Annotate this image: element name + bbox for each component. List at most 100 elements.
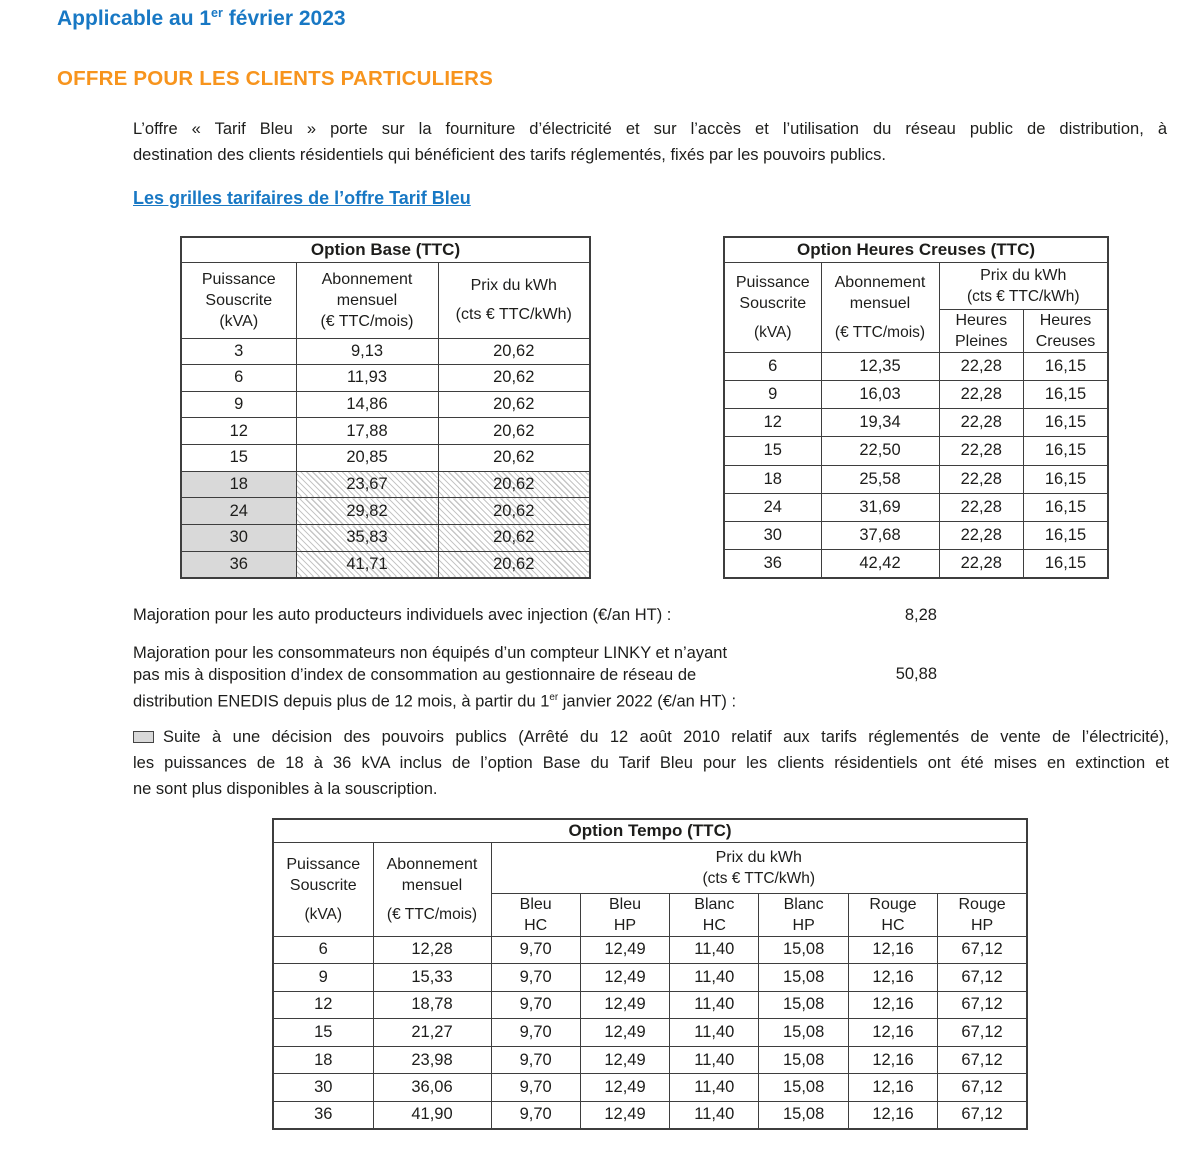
- table-row: 9 15,33 9,70 12,49 11,40 15,08 12,16 67,12: [272, 963, 1028, 992]
- table-cell: 12,16: [847, 963, 939, 992]
- notice-line: ne sont plus disponibles à la souscripti…: [133, 780, 438, 798]
- header-line: Bleu: [608, 895, 641, 913]
- table-cell: 41,71: [295, 550, 439, 579]
- table-cell: 67,12: [937, 1100, 1028, 1130]
- table-cell: 12: [180, 417, 297, 446]
- table-cell: 15: [272, 1018, 374, 1047]
- header-line: Heures: [1039, 311, 1092, 329]
- table-cell: 11,40: [669, 963, 760, 992]
- header-line: Puissance: [201, 270, 276, 288]
- table-row: 24 31,69 22,28 16,15: [723, 492, 1109, 523]
- table-cell: 67,12: [937, 1045, 1028, 1075]
- header-line: HC: [524, 916, 548, 934]
- column-header-rouge-hc: Rouge HC: [847, 892, 939, 937]
- header-line: Abonnement: [386, 855, 478, 873]
- table-cell: 67,12: [937, 935, 1028, 965]
- header-line: HC: [881, 916, 905, 934]
- table-cell: 18: [723, 464, 822, 494]
- table-cell: 30: [723, 520, 822, 551]
- table-cell: 35,83: [295, 524, 439, 552]
- table-cell: 11,40: [669, 935, 760, 965]
- header-line: [441, 296, 588, 304]
- option-base-table: Option Base (TTC) Puissance Souscrite (kVA…: [180, 236, 591, 579]
- column-header-puissance: Puissance Souscrite (kVA): [723, 261, 822, 353]
- table-cell: 20,62: [437, 550, 591, 579]
- column-group-prix-kwh: Prix du kWh (cts € TTC/kWh): [490, 841, 1028, 894]
- table-cell: 20,62: [437, 390, 591, 419]
- table-row: 6 11,93 20,62: [180, 364, 591, 392]
- table-cell: 11,40: [669, 1100, 760, 1130]
- header-line: Puissance: [735, 273, 810, 291]
- tariff-grids-link[interactable]: Les grilles tarifaires de l’offre Tarif …: [133, 188, 471, 208]
- table-cell: 15,08: [758, 1045, 849, 1075]
- table-cell: 20,62: [437, 364, 591, 392]
- table-cell: 67,12: [937, 990, 1028, 1020]
- table-cell: 22,28: [938, 407, 1024, 438]
- table-row: 6 12,28 9,70 12,49 11,40 15,08 12,16 67,12: [272, 935, 1028, 965]
- table-row: 30 36,06 9,70 12,49 11,40 15,08 12,16 67,12: [272, 1073, 1028, 1102]
- table-cell: 67,12: [937, 1018, 1028, 1047]
- table-cell: 9,13: [295, 337, 439, 366]
- table-cell: 22,28: [938, 492, 1024, 523]
- header-line: Souscrite: [739, 294, 807, 312]
- table-cell: 20,62: [437, 497, 591, 526]
- table-cell: 21,27: [372, 1018, 492, 1047]
- table-row: 18 23,67 20,62: [180, 470, 591, 499]
- table-cell: 15: [180, 444, 297, 472]
- table-cell: 18: [272, 1045, 374, 1075]
- header-line: (cts € TTC/kWh): [455, 306, 572, 323]
- table-title-hc: Option Heures Creuses (TTC): [723, 236, 1109, 263]
- table-cell: 12,49: [579, 935, 671, 965]
- table-cell: 24: [180, 497, 297, 526]
- option-heures-creuses-table: Option Heures Creuses (TTC) Puissance Sou…: [723, 236, 1109, 579]
- table-cell: 15,08: [758, 963, 849, 992]
- hc-table-body: 6 12,35 22,28 16,15 9 16,03 22,28 16,15 12 19,34 2…: [723, 351, 1109, 579]
- header-line: HC: [702, 916, 726, 934]
- table-row: 9 16,03 22,28 16,15: [723, 379, 1109, 410]
- header-line: Pleines: [955, 332, 1008, 350]
- linky-line3-prefix: distribution ENEDIS depuis plus de 12 mo…: [133, 692, 550, 711]
- table-cell: 25,58: [820, 464, 940, 494]
- linky-line3-superscript: er: [549, 691, 559, 703]
- table-cell: 15,08: [758, 990, 849, 1020]
- header-line: Puissance: [286, 855, 361, 873]
- table-cell: 12,16: [847, 1045, 939, 1075]
- table-cell: 9,70: [490, 1018, 581, 1047]
- table-cell: 37,68: [820, 520, 940, 551]
- date-heading: Applicable au 1er février 2023: [57, 6, 346, 31]
- majoration-injection-value: 8,28: [904, 606, 937, 624]
- notice-line: Suite à une décision des pouvoirs public…: [133, 724, 1169, 750]
- table-cell: 36: [723, 549, 822, 579]
- table-cell: 12,49: [579, 1018, 671, 1047]
- table-cell: 16,15: [1023, 520, 1109, 551]
- table-row: 18 23,98 9,70 12,49 11,40 15,08 12,16 67,12: [272, 1045, 1028, 1075]
- table-cell: 20,62: [437, 337, 591, 366]
- table-cell: 9,70: [490, 963, 581, 992]
- base-table-body: 3 9,13 20,62 6 11,93 20,62 9 14,86 20,62 12 17,88 2…: [180, 337, 591, 579]
- header-line: Souscrite: [289, 876, 357, 894]
- header-line: [824, 314, 937, 322]
- header-line: (cts € TTC/kWh): [966, 287, 1080, 305]
- table-row: 12 17,88 20,62: [180, 417, 591, 446]
- column-header-puissance: Puissance Souscrite (kVA): [180, 261, 297, 339]
- tempo-table-body: 6 12,28 9,70 12,49 11,40 15,08 12,16 67,12 9 15,3…: [272, 935, 1028, 1130]
- column-group-prix-kwh: Prix du kWh (cts € TTC/kWh): [938, 261, 1109, 310]
- table-cell: 16,15: [1023, 436, 1109, 466]
- table-cell: 16,15: [1023, 464, 1109, 494]
- table-cell: 67,12: [937, 963, 1028, 992]
- header-line: [727, 314, 819, 322]
- header-line: Blanc: [694, 895, 735, 913]
- column-header-abonnement: Abonnement mensuel (€ TTC/mois): [295, 261, 439, 339]
- header-line: Heures: [955, 311, 1008, 329]
- table-cell: 11,40: [669, 1073, 760, 1102]
- table-cell: 9,70: [490, 1045, 581, 1075]
- column-header-bleu-hp: Bleu HP: [579, 892, 671, 937]
- column-header-blanc-hc: Blanc HC: [669, 892, 760, 937]
- table-cell: 9,70: [490, 1073, 581, 1102]
- table-cell: 42,42: [820, 549, 940, 579]
- table-cell: 20,62: [437, 470, 591, 499]
- header-line: mensuel: [336, 291, 398, 309]
- table-row: 9 14,86 20,62: [180, 390, 591, 419]
- table-cell: 16,15: [1023, 549, 1109, 579]
- header-line: (kVA): [304, 905, 343, 923]
